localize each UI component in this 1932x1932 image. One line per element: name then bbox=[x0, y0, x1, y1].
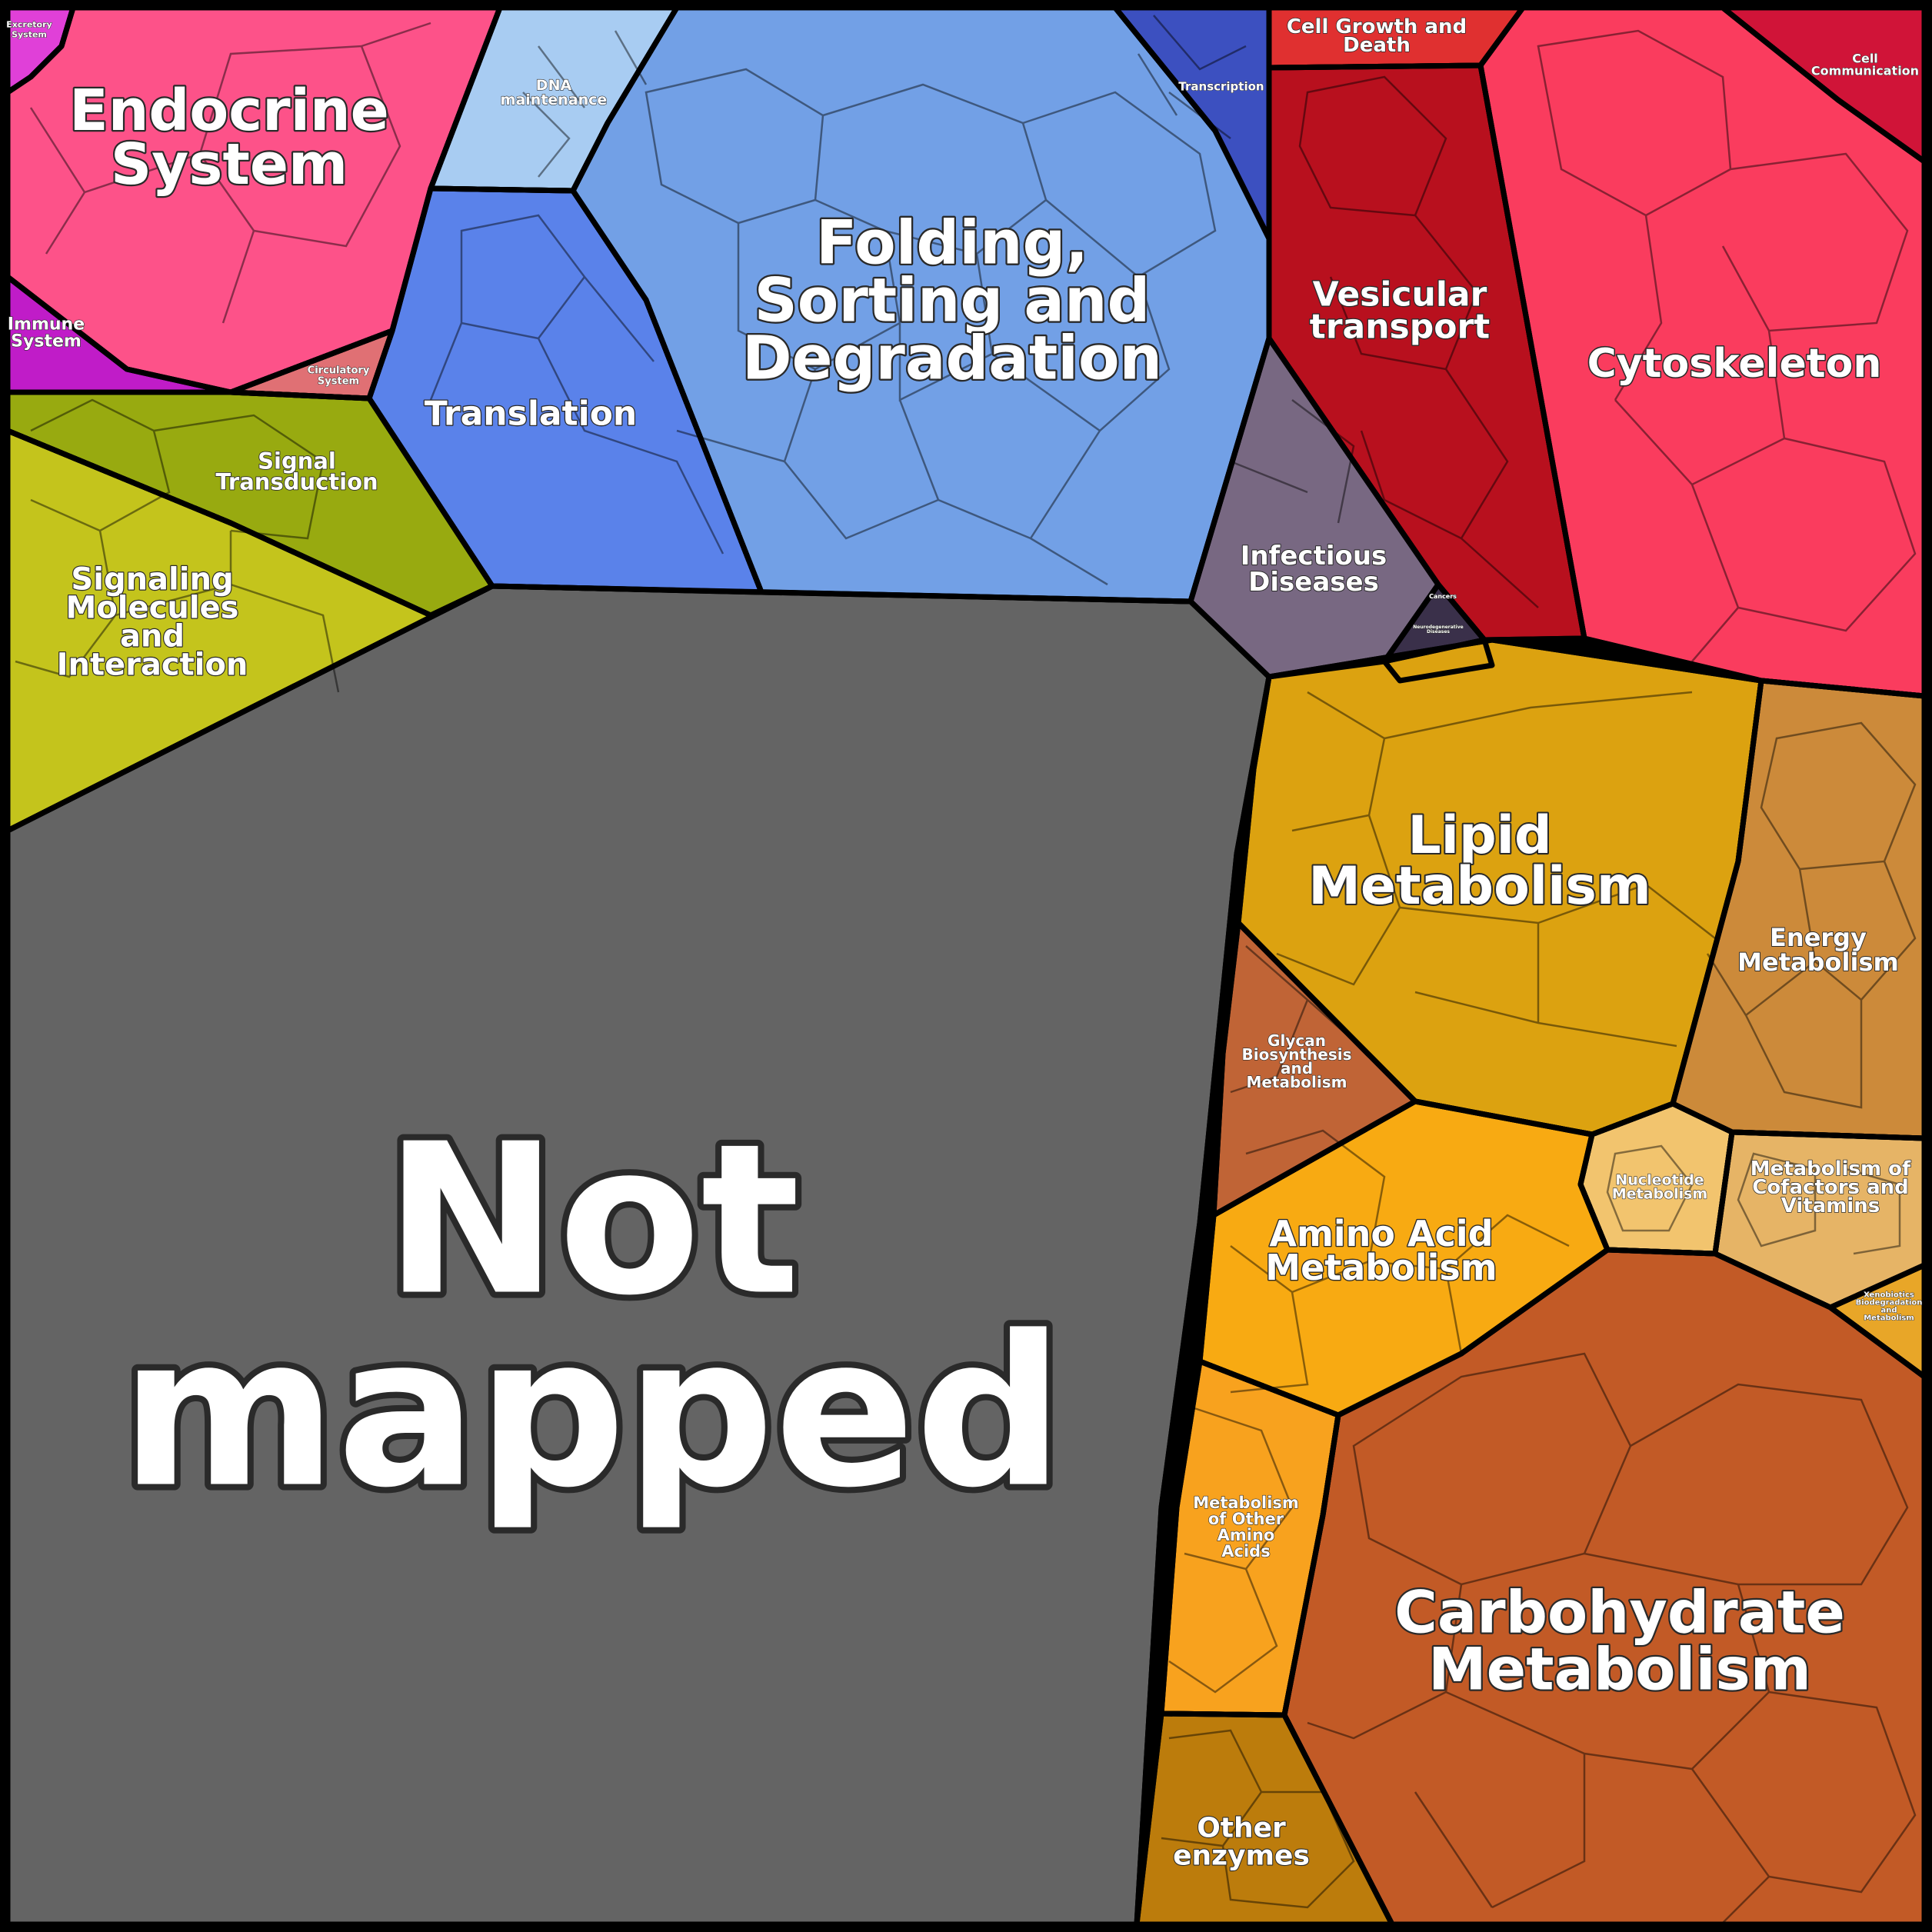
label-line: Metabolism bbox=[1308, 856, 1651, 917]
label-line: Infectious bbox=[1241, 541, 1387, 571]
label-line: Transduction bbox=[215, 469, 378, 495]
label-cell-communication: Cell Communication bbox=[1811, 52, 1919, 78]
label-line: Diseases bbox=[1248, 567, 1379, 598]
label-line: Energy bbox=[1770, 923, 1867, 952]
label-xenobiotics: Xenobiotics Biodegradation and Metabolism bbox=[1856, 1291, 1923, 1323]
label-line: DNA bbox=[536, 77, 572, 94]
label-line: Transcription bbox=[1178, 79, 1264, 93]
label-line: transport bbox=[1310, 307, 1490, 346]
label-cytoskeleton: Cytoskeleton bbox=[1587, 341, 1882, 387]
region-border bbox=[1134, 1710, 1395, 1927]
label-line: System bbox=[12, 29, 47, 39]
label-line: Metabolism bbox=[1864, 1314, 1914, 1323]
label-infectious-diseases: Infectious Diseases bbox=[1241, 541, 1387, 598]
label-line: Metabolism bbox=[1193, 1494, 1299, 1512]
label-line: System bbox=[11, 332, 82, 351]
label-line: Cell Growth and bbox=[1287, 15, 1467, 38]
label-lipid-metabolism: Lipid Metabolism bbox=[1308, 805, 1651, 917]
label-line: Nucleotide bbox=[1615, 1172, 1704, 1189]
label-line: Other bbox=[1197, 1813, 1286, 1844]
label-line: Signaling bbox=[71, 562, 233, 598]
label-transcription: Transcription bbox=[1178, 79, 1264, 93]
label-line: Lipid bbox=[1407, 805, 1551, 866]
label-line: Metabolism bbox=[1428, 1635, 1811, 1704]
label-other-enzymes: Other enzymes bbox=[1173, 1813, 1310, 1872]
label-line: Cofactors and bbox=[1752, 1176, 1909, 1199]
label-line: Folding, bbox=[816, 208, 1088, 278]
label-immune-system: Immune System bbox=[8, 315, 85, 351]
label-line: Signal bbox=[258, 448, 336, 475]
label-line: Metabolism bbox=[1246, 1073, 1347, 1091]
label-line: System bbox=[111, 132, 348, 198]
label-glycan-biosynthesis: Glycan Biosynthesis and Metabolism bbox=[1241, 1031, 1351, 1091]
label-amino-acid-metabolism: Amino Acid Metabolism bbox=[1265, 1213, 1497, 1288]
label-line: Immune bbox=[8, 315, 85, 335]
label-not-mapped: Not mapped bbox=[121, 1099, 1064, 1534]
label-cell-growth-death: Cell Growth and Death bbox=[1287, 15, 1467, 57]
label-line: and bbox=[120, 619, 185, 655]
label-line: Neurodegenerative bbox=[1413, 625, 1463, 630]
label-line: Endocrine bbox=[69, 78, 389, 144]
label-line: Not bbox=[385, 1099, 801, 1341]
label-dna-maintenance: DNA maintenance bbox=[501, 77, 608, 108]
label-line: Biodegradation bbox=[1856, 1299, 1923, 1307]
region-border bbox=[5, 428, 495, 834]
label-line: Cytoskeleton bbox=[1587, 341, 1882, 387]
label-line: and bbox=[1281, 1059, 1313, 1078]
label-line: Death bbox=[1343, 34, 1411, 57]
label-line: Vesicular bbox=[1313, 275, 1487, 314]
label-cancers: Cancers bbox=[1429, 593, 1457, 600]
label-line: Glycan bbox=[1267, 1031, 1326, 1050]
label-line: Excretory bbox=[6, 19, 52, 29]
label-signaling-molecules: Signaling Molecules and Interaction bbox=[57, 562, 248, 683]
label-line: mapped bbox=[121, 1291, 1064, 1534]
label-carbohydrate-metabolism: Carbohydrate Metabolism bbox=[1394, 1578, 1845, 1704]
label-cofactors-vitamins: Metabolism of Cofactors and Vitamins bbox=[1750, 1158, 1911, 1217]
label-line: Acids bbox=[1221, 1542, 1270, 1561]
label-line: Amino Acid bbox=[1269, 1213, 1493, 1254]
label-neurodegenerative-diseases: Neurodegenerative Diseases bbox=[1413, 625, 1463, 635]
label-line: maintenance bbox=[501, 92, 608, 108]
label-line: Amino bbox=[1217, 1526, 1275, 1544]
subcell-lines bbox=[15, 15, 1917, 1924]
label-vesicular-transport: Vesicular transport bbox=[1310, 275, 1490, 346]
label-line: Biosynthesis bbox=[1241, 1045, 1351, 1064]
label-line: enzymes bbox=[1173, 1840, 1310, 1872]
label-other-amino-acids: Metabolism of Other Amino Acids bbox=[1193, 1494, 1299, 1561]
label-line: of Other bbox=[1208, 1510, 1284, 1528]
label-line: Metabolism bbox=[1265, 1247, 1497, 1288]
label-energy-metabolism: Energy Metabolism bbox=[1737, 923, 1899, 977]
label-line: Molecules bbox=[66, 591, 239, 626]
label-line: Diseases bbox=[1427, 629, 1450, 635]
label-line: Degradation bbox=[742, 324, 1162, 393]
label-line: Metabolism of bbox=[1750, 1158, 1911, 1181]
label-line: and bbox=[1880, 1307, 1897, 1315]
label-line: Metabolism bbox=[1737, 948, 1899, 977]
label-line: Cancers bbox=[1429, 593, 1457, 600]
region-border bbox=[1281, 1247, 1927, 1927]
label-signal-transduction: Signal Transduction bbox=[215, 448, 378, 495]
label-line: Carbohydrate bbox=[1394, 1578, 1845, 1647]
label-line: Xenobiotics bbox=[1864, 1291, 1914, 1300]
label-line: System bbox=[318, 376, 359, 388]
label-endocrine-system: Endocrine System bbox=[69, 78, 389, 198]
label-line: Interaction bbox=[57, 648, 248, 683]
label-line: Cell bbox=[1852, 52, 1878, 66]
label-excretory-system: Excretory System bbox=[6, 19, 52, 39]
label-nucleotide-metabolism: Nucleotide Metabolism bbox=[1612, 1172, 1707, 1203]
label-line: Vitamins bbox=[1781, 1194, 1880, 1217]
label-line: Circulatory bbox=[308, 365, 370, 377]
label-line: Metabolism bbox=[1612, 1186, 1707, 1203]
label-folding-sorting-degradation: Folding, Sorting and Degradation bbox=[742, 208, 1162, 393]
label-line: Sorting and bbox=[754, 266, 1151, 335]
label-translation: Translation bbox=[425, 394, 638, 433]
label-circulatory-system: Circulatory System bbox=[308, 365, 370, 388]
label-line: Translation bbox=[425, 394, 638, 433]
label-line: Communication bbox=[1811, 64, 1919, 78]
